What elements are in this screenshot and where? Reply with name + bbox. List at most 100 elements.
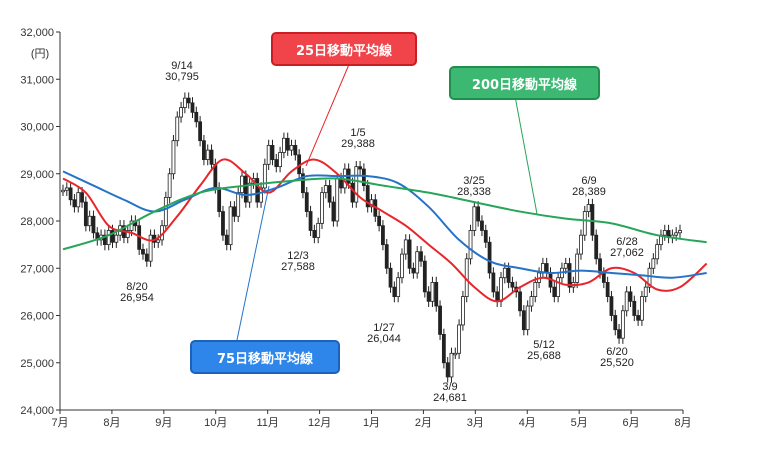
price-candle [598,258,602,274]
moving-averages [62,158,708,303]
y-tick-label: 31,000 [20,74,54,86]
price-candle [377,215,382,227]
y-tick-label: 27,000 [20,263,54,275]
price-candle [430,282,435,302]
price-candle [678,230,682,234]
price-candle [236,192,241,217]
ma-line-200 [62,177,707,251]
price-candle [163,196,168,227]
axes: 24,000 25,000 26,000 27,000 28,000 29,000 30,0… [20,27,691,429]
price-candle [605,282,610,297]
price-candle [613,315,618,331]
x-tick-label: 5月 [571,417,588,429]
price-candle [316,222,321,238]
price-candle [308,211,313,231]
price-candle [655,244,660,260]
price-candle [506,267,511,283]
price-candle [224,234,229,246]
price-candle [289,144,294,151]
price-candle [411,267,416,274]
price-candle [552,286,557,297]
price-candle [491,272,496,293]
ma200-callout-line [514,95,538,215]
legend-ma25-label: 25日移動平均線 [295,43,393,59]
price-candle [350,182,355,203]
price-candle [620,310,625,339]
annotation-value: 25,520 [600,357,634,369]
y-tick-label: 32,000 [20,27,54,39]
y-tick-label: 28,000 [20,216,54,228]
legend-ma75-label: 75日移動平均線 [216,351,314,367]
price-candle [438,305,442,335]
price-candle [651,258,656,269]
price-candle [480,220,484,231]
price-candle [282,137,286,153]
price-candle [495,291,500,302]
x-tick-label: 7月 [51,417,68,429]
price-candle [609,296,614,316]
price-candle [255,178,260,203]
price-candle [156,239,161,243]
price-candle [533,282,538,297]
price-candle [358,166,362,170]
price-candle [68,187,73,201]
price-candle [278,152,282,168]
price-candle [441,333,446,364]
price-candle [144,253,149,262]
price-candle [403,239,408,255]
price-candle [384,244,389,269]
annotation-date: 6/20 [606,346,627,358]
price-candle [392,286,397,297]
price-candle [293,144,298,156]
legend-ma200: 200日移動平均線 [449,66,600,100]
price-candle [361,168,366,186]
price-candle [217,187,222,212]
price-candle [247,182,252,203]
price-candle [243,175,248,203]
price-candle [567,263,572,288]
price-candle [544,263,549,274]
price-candle [461,296,465,326]
price-candle [419,251,423,262]
price-candle [487,241,492,274]
price-candle [521,310,526,331]
price-candle [594,234,599,260]
annotation-value: 24,681 [433,392,467,404]
ma75-callout-line [236,185,270,341]
price-candle [106,230,111,246]
price-candle [83,201,88,227]
price-candle [221,211,225,236]
price-candle [125,230,130,238]
price-candle [232,206,237,217]
price-candle [643,286,648,297]
price-candle [76,192,81,208]
price-candle [628,291,633,302]
price-candle [434,282,439,307]
annotation-date: 1/27 [373,322,394,334]
price-candle [575,253,580,283]
price-candle [171,140,176,175]
price-candle [339,178,343,189]
x-tick-label: 8月 [674,417,691,429]
price-candle [502,267,507,279]
ma25-callout-line [305,61,351,167]
annotation-date: 9/14 [171,60,192,72]
price-candle [590,204,595,236]
price-candle [529,296,534,307]
price-candle [518,291,522,312]
price-candle [301,173,305,194]
price-candle [102,234,107,246]
annotation-date: 8/20 [126,281,147,293]
price-candle [285,137,290,151]
annotation-value: 26,954 [120,292,154,304]
price-candle [64,187,69,191]
annotation-value: 27,062 [610,247,644,259]
price-candle [647,267,652,288]
price-candle [388,267,393,288]
price-candle [335,178,340,222]
annotation-date: 3/25 [463,175,484,187]
price-candle [468,230,473,260]
legend-callouts [236,61,538,341]
price-candle [556,277,561,298]
price-candle [453,352,458,356]
